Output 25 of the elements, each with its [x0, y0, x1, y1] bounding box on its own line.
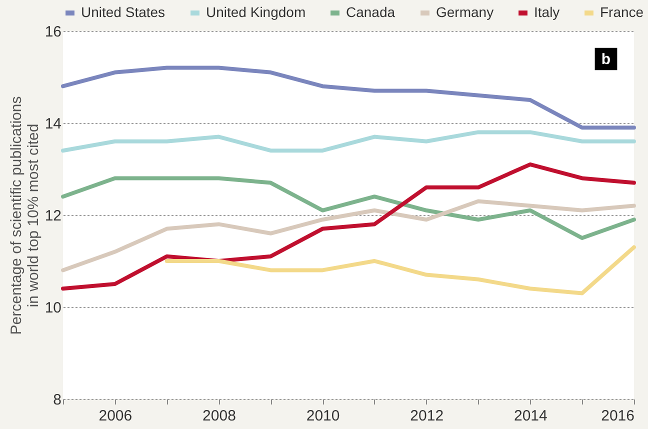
line-series	[61, 130, 636, 153]
y-tick-label: 10	[44, 300, 62, 316]
line-series	[61, 162, 636, 291]
legend-label: United Kingdom	[206, 4, 306, 20]
y-tick-label: 12	[44, 208, 62, 224]
line-series	[61, 176, 636, 240]
y-tick-label: 16	[44, 24, 62, 40]
legend-label: France	[600, 4, 644, 20]
line-series	[164, 245, 636, 296]
line-series	[61, 199, 636, 272]
x-tick-label: 2014	[514, 408, 548, 424]
legend-label: Germany	[436, 4, 494, 20]
legend-label: Italy	[534, 4, 560, 20]
legend-label: United States	[81, 4, 166, 20]
legend-label: Canada	[346, 4, 396, 20]
line-series	[61, 66, 636, 130]
x-tick-label: 2010	[306, 408, 340, 424]
y-tick-label: 14	[44, 116, 62, 132]
y-tick-label: 8	[53, 392, 62, 408]
annotation: b	[601, 51, 611, 68]
x-tick-label: 2016	[601, 408, 634, 424]
x-tick-label: 2012	[410, 408, 444, 424]
x-tick-label: 2006	[98, 408, 132, 424]
x-tick-label: 2008	[202, 408, 236, 424]
y-axis-title: Percentage of scientific publications in world top 10% most cited	[8, 96, 42, 335]
